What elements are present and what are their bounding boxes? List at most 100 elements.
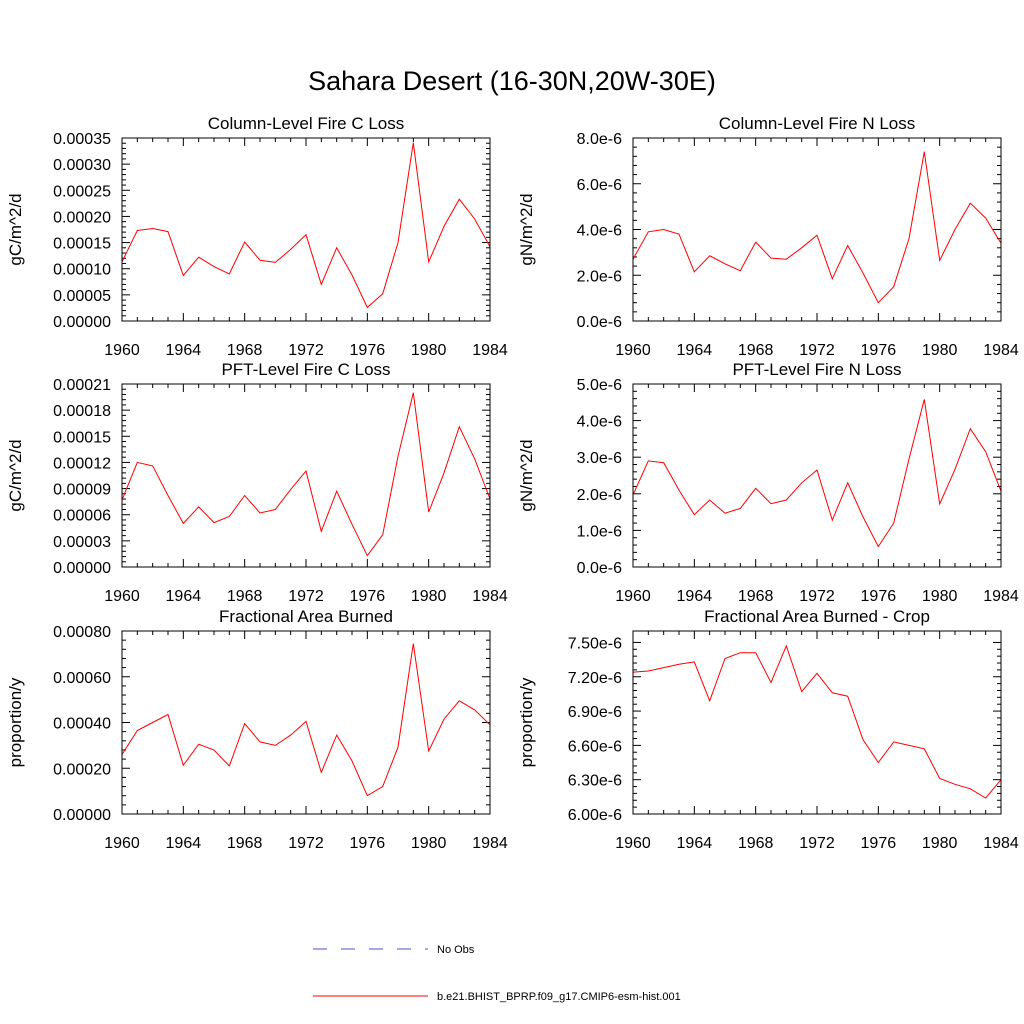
y-tick-label: 0.00060 bbox=[53, 670, 111, 687]
figure-title: Sahara Desert (16-30N,20W-30E) bbox=[308, 66, 716, 96]
plot-frame bbox=[121, 383, 491, 568]
y-tick-label: 6.0e-6 bbox=[577, 177, 622, 194]
series-line bbox=[121, 142, 491, 309]
x-tick-label: 1980 bbox=[411, 342, 447, 359]
y-tick-label: 0.00006 bbox=[53, 508, 111, 525]
x-tick-label: 1960 bbox=[615, 835, 651, 852]
panel-3: PFT-Level Fire C Loss gC/m^2/d 1960 1964 196… bbox=[6, 360, 508, 605]
x-tick-label: 1968 bbox=[227, 588, 263, 605]
panel-title: Fractional Area Burned bbox=[219, 607, 393, 626]
x-tick-label: 1976 bbox=[350, 588, 386, 605]
plot-frame bbox=[121, 137, 491, 322]
y-axis-label: proportion/y bbox=[6, 677, 25, 767]
y-tick-label: 0.00025 bbox=[53, 183, 111, 200]
panel-1: Column-Level Fire C Loss gC/m^2/d 1960 1964… bbox=[6, 114, 508, 359]
x-tick-label: 1976 bbox=[350, 342, 386, 359]
x-tick-label: 1968 bbox=[738, 342, 774, 359]
y-tick-label: 0.00009 bbox=[53, 482, 111, 499]
y-tick-label: 0.00000 bbox=[53, 807, 111, 824]
y-tick-label: 0.00015 bbox=[53, 429, 111, 446]
panel-4: PFT-Level Fire N Loss gN/m^2/d 1960 1964 196… bbox=[517, 360, 1019, 605]
x-tick-label: 1976 bbox=[861, 835, 897, 852]
chart-panels: Column-Level Fire C Loss gC/m^2/d 1960 1964… bbox=[6, 114, 1019, 852]
y-tick-label: 6.90e-6 bbox=[568, 704, 622, 721]
y-tick-label: 0.00040 bbox=[53, 716, 111, 733]
x-tick-label: 1960 bbox=[104, 588, 140, 605]
x-tick-label: 1984 bbox=[983, 342, 1019, 359]
x-tick-label: 1972 bbox=[799, 588, 835, 605]
y-tick-label: 7.20e-6 bbox=[568, 670, 622, 687]
x-tick-label: 1964 bbox=[166, 342, 202, 359]
y-tick-label: 0.00015 bbox=[53, 236, 111, 253]
y-tick-label: 2.0e-6 bbox=[577, 268, 622, 285]
plot-frame bbox=[632, 137, 1002, 322]
x-tick-label: 1980 bbox=[411, 835, 447, 852]
y-tick-label: 4.0e-6 bbox=[577, 223, 622, 240]
x-tick-label: 1960 bbox=[104, 342, 140, 359]
y-tick-label: 0.0e-6 bbox=[577, 314, 622, 331]
series-line bbox=[632, 151, 1002, 304]
x-tick-label: 1964 bbox=[166, 835, 202, 852]
y-tick-label: 0.00080 bbox=[53, 624, 111, 641]
x-tick-label: 1964 bbox=[677, 342, 713, 359]
panel-title: Column-Level Fire C Loss bbox=[208, 114, 405, 133]
y-tick-label: 0.0e-6 bbox=[577, 560, 622, 577]
y-axis-label: gC/m^2/d bbox=[6, 439, 25, 511]
y-tick-label: 6.30e-6 bbox=[568, 773, 622, 790]
x-tick-label: 1984 bbox=[472, 588, 508, 605]
series-line bbox=[121, 643, 491, 797]
plot-frame bbox=[632, 383, 1002, 568]
y-tick-label: 5.0e-6 bbox=[577, 377, 622, 394]
y-tick-label: 2.0e-6 bbox=[577, 487, 622, 504]
x-tick-label: 1984 bbox=[983, 835, 1019, 852]
y-axis-label: proportion/y bbox=[517, 677, 536, 767]
y-tick-label: 0.00010 bbox=[53, 262, 111, 279]
panel-2: Column-Level Fire N Loss gN/m^2/d 1960 1964… bbox=[517, 114, 1019, 359]
y-tick-label: 4.0e-6 bbox=[577, 414, 622, 431]
x-tick-label: 1984 bbox=[472, 835, 508, 852]
series-line bbox=[632, 644, 1002, 799]
x-tick-label: 1980 bbox=[922, 835, 958, 852]
x-tick-label: 1964 bbox=[166, 588, 202, 605]
y-tick-label: 0.00003 bbox=[53, 534, 111, 551]
x-tick-label: 1964 bbox=[677, 588, 713, 605]
y-tick-label: 0.00020 bbox=[53, 209, 111, 226]
plot-frame bbox=[121, 630, 491, 815]
x-tick-label: 1984 bbox=[472, 342, 508, 359]
x-tick-label: 1984 bbox=[983, 588, 1019, 605]
legend: No Obs b.e21.BHIST_BPRP.f09_g17.CMIP6-es… bbox=[313, 944, 681, 1003]
y-tick-label: 0.00021 bbox=[53, 377, 111, 394]
y-tick-label: 0.00000 bbox=[53, 314, 111, 331]
panel-6: Fractional Area Burned - Crop proportion/… bbox=[517, 607, 1019, 852]
y-tick-label: 0.00020 bbox=[53, 761, 111, 778]
y-tick-label: 7.50e-6 bbox=[568, 635, 622, 652]
series-line bbox=[121, 392, 491, 557]
x-tick-label: 1968 bbox=[738, 588, 774, 605]
x-tick-label: 1980 bbox=[922, 342, 958, 359]
x-tick-label: 1968 bbox=[227, 342, 263, 359]
y-tick-label: 0.00030 bbox=[53, 157, 111, 174]
y-tick-label: 0.00005 bbox=[53, 288, 111, 305]
x-tick-label: 1976 bbox=[861, 342, 897, 359]
x-tick-label: 1964 bbox=[677, 835, 713, 852]
panel-title: PFT-Level Fire N Loss bbox=[732, 360, 901, 379]
x-tick-label: 1972 bbox=[799, 342, 835, 359]
x-tick-label: 1960 bbox=[615, 342, 651, 359]
x-tick-label: 1968 bbox=[227, 835, 263, 852]
panel-title: Column-Level Fire N Loss bbox=[719, 114, 916, 133]
x-tick-label: 1972 bbox=[288, 588, 324, 605]
x-tick-label: 1972 bbox=[799, 835, 835, 852]
y-tick-label: 3.0e-6 bbox=[577, 450, 622, 467]
x-tick-label: 1980 bbox=[411, 588, 447, 605]
y-tick-label: 8.0e-6 bbox=[577, 131, 622, 148]
panel-title: Fractional Area Burned - Crop bbox=[704, 607, 930, 626]
series-line bbox=[632, 399, 1002, 548]
x-tick-label: 1960 bbox=[104, 835, 140, 852]
x-tick-label: 1972 bbox=[288, 835, 324, 852]
x-tick-label: 1976 bbox=[861, 588, 897, 605]
panel-5: Fractional Area Burned proportion/y 1960 19… bbox=[6, 607, 508, 852]
y-tick-label: 0.00000 bbox=[53, 560, 111, 577]
y-tick-label: 6.00e-6 bbox=[568, 807, 622, 824]
x-tick-label: 1980 bbox=[922, 588, 958, 605]
